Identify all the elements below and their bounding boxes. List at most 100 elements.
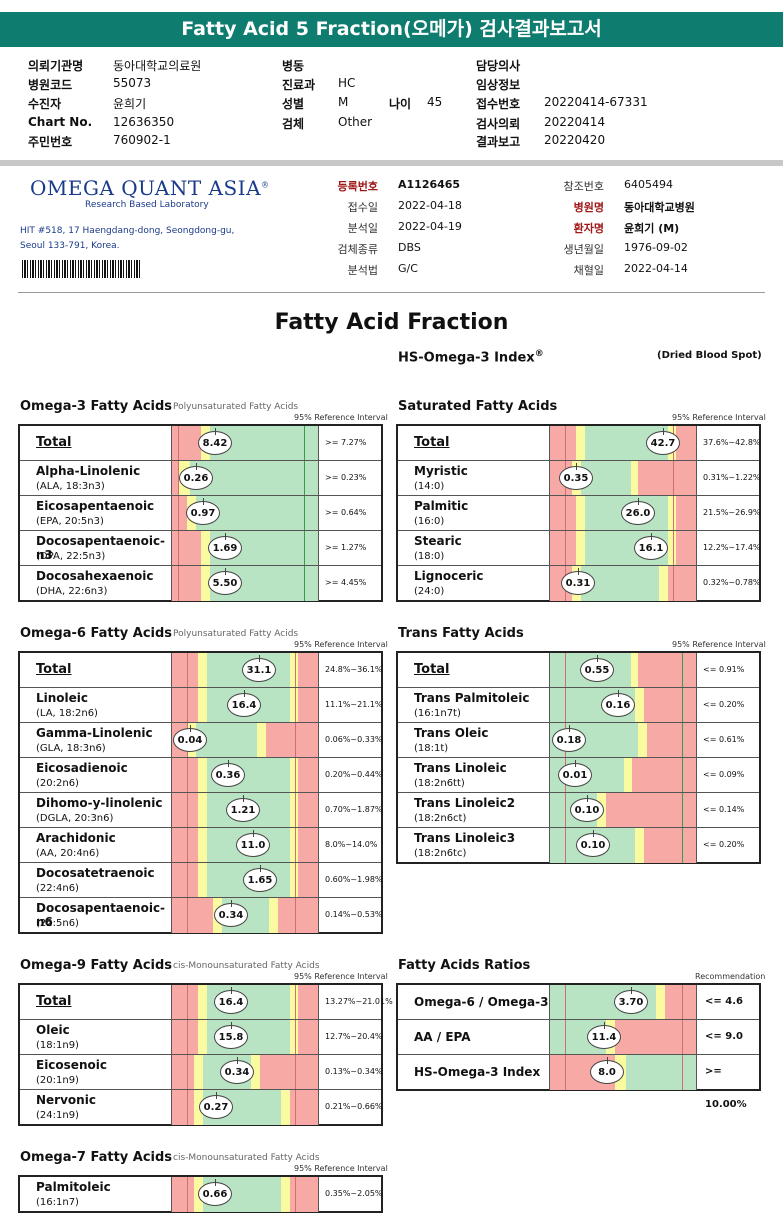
patient-label: Chart No. <box>28 115 93 129</box>
analyte-name-cell: Total <box>20 985 172 1019</box>
table-row: Trans Linoleic3 (18:2n6tc) 0.10 <= 0.20% <box>398 828 759 863</box>
barcode <box>22 260 142 278</box>
bar-zone-r <box>676 496 696 530</box>
patient-value: M <box>338 95 349 109</box>
info-value: 2022-04-14 <box>624 262 688 275</box>
analyte-name: Total <box>414 435 450 450</box>
reference-range: 0.70%~1.87% <box>325 805 383 814</box>
result-marker: 0.01 <box>558 760 592 787</box>
patient-value: 동아대학교의료원 <box>113 59 202 73</box>
table-o6: Total 31.1 24.8%~36.1% Linoleic (LA, 18:2n6)… <box>18 651 383 934</box>
table-row: Eicosapentaenoic (EPA, 20:5n3) 0.97 >= 0.64… <box>20 496 381 531</box>
result-marker: 0.18 <box>552 725 586 752</box>
patient-label: 접수번호 <box>476 97 521 111</box>
analyte-name-cell: Total <box>398 653 550 687</box>
reference-range: >= 10.00% <box>705 1066 747 1110</box>
result-marker: 5.50 <box>208 568 242 595</box>
bar-limit-line <box>673 461 674 495</box>
section-title-o3: Omega-3 Fatty Acids <box>20 399 173 414</box>
result-bar: 16.1 <box>550 531 697 565</box>
bar-zone-y <box>635 688 644 722</box>
info-label: 환자명 <box>573 222 604 235</box>
bar-zone-y <box>290 688 299 722</box>
result-bar: 31.1 <box>172 653 319 687</box>
bar-limit-line <box>295 1055 296 1089</box>
bar-zone-y <box>659 566 668 601</box>
bar-limit-line <box>187 1090 188 1125</box>
bar-zone-r <box>172 1090 195 1125</box>
bar-limit-line <box>187 985 188 1019</box>
analyte-code: (EPA, 20:5n3) <box>36 516 104 527</box>
table-o9: Total 16.4 13.27%~21.01% Oleic (18:1n9) 15.8 1… <box>18 983 393 1126</box>
analyte-code: (18:0) <box>414 551 445 562</box>
table-trans: Total 0.55 <= 0.91% Trans Palmitoleic (16:1n… <box>396 651 761 864</box>
result-marker: 0.26 <box>179 463 213 490</box>
bar-limit-line <box>565 985 566 1019</box>
result-bar: 0.04 <box>172 723 319 757</box>
bar-limit-line <box>295 758 296 792</box>
result-marker: 0.97 <box>186 498 220 525</box>
result-marker: 0.34 <box>220 1057 254 1084</box>
bar-zone-r <box>172 828 199 862</box>
lab-logo-registered: ® <box>261 180 270 190</box>
analyte-code: (18:2n6tt) <box>414 778 465 789</box>
bar-limit-line <box>187 1020 188 1054</box>
bar-zone-r <box>298 985 318 1019</box>
info-value: DBS <box>398 241 421 254</box>
analyte-name-cell: Stearic (18:0) <box>398 531 550 565</box>
bar-limit-line <box>304 461 305 495</box>
bar-zone-y <box>668 496 677 530</box>
result-bar: 8.0 <box>550 1055 697 1090</box>
bar-limit-line <box>682 688 683 722</box>
reference-range: 0.06%~0.33% <box>325 735 383 744</box>
analyte-name: Alpha-Linolenic <box>36 464 141 478</box>
section-title-trans: Trans Fatty Acids <box>398 626 524 641</box>
table-row: Total 31.1 24.8%~36.1% <box>20 653 383 688</box>
bar-limit-line <box>295 688 296 722</box>
analyte-name: Docosatetraenoic <box>36 866 155 880</box>
bar-zone-y <box>201 566 210 601</box>
table-row: Docosahexaenoic (DHA, 22:6n3) 5.50 >= 4.45% <box>20 566 381 601</box>
bar-zone-y <box>198 828 207 862</box>
bar-zone-y <box>290 653 299 687</box>
table-row: Dihomo-y-linolenic (DGLA, 20:3n6) 1.21 0.70… <box>20 793 383 828</box>
patient-value: Other <box>338 115 373 129</box>
bar-zone-r <box>172 1177 195 1212</box>
result-bar: 0.31 <box>550 566 697 601</box>
patient-value: 12636350 <box>113 115 175 129</box>
bar-limit-line <box>295 1090 296 1125</box>
analyte-name: Docosahexaenoic <box>36 569 154 583</box>
analyte-name: Trans Oleic <box>414 726 489 740</box>
reference-interval-label-sat: 95% Reference Interval <box>672 413 766 422</box>
reference-interval-label-trans: 95% Reference Interval <box>672 640 766 649</box>
analyte-name: HS-Omega-3 Index <box>414 1065 541 1079</box>
analyte-name-cell: Docosapentaenoic-n3 (DPA, 22:5n3) <box>20 531 172 565</box>
bar-zone-r <box>172 531 202 565</box>
bar-zone-r <box>172 688 199 722</box>
bar-zone-r <box>298 863 318 897</box>
analyte-code: (22:4n6) <box>36 883 79 894</box>
bar-zone-y <box>281 1090 290 1125</box>
bar-zone-y <box>194 1090 203 1125</box>
analyte-code: (ALA, 18:3n3) <box>36 481 105 492</box>
bar-limit-line <box>295 793 296 827</box>
result-bar: 0.97 <box>172 496 319 530</box>
table-row: Stearic (18:0) 16.1 12.2%~17.4% <box>398 531 761 566</box>
reference-range: <= 0.20% <box>703 700 745 709</box>
bar-limit-line <box>178 496 179 530</box>
bar-zone-r <box>172 566 202 601</box>
table-row: Trans Linoleic (18:2n6tt) 0.01 <= 0.09% <box>398 758 759 793</box>
patient-value: 윤희기 <box>113 97 147 111</box>
result-bar: 0.26 <box>172 461 319 495</box>
analyte-code: (GLA, 18:3n6) <box>36 743 106 754</box>
bar-zone-r <box>676 426 696 460</box>
analyte-name-cell: Oleic (18:1n9) <box>20 1020 172 1054</box>
bar-limit-line <box>295 898 296 933</box>
patient-label: 의뢰기관명 <box>28 59 84 73</box>
bar-zone-r <box>172 496 187 530</box>
bar-limit-line <box>565 531 566 565</box>
analyte-code: (DPA, 22:5n3) <box>36 551 106 562</box>
bar-zone-r <box>638 461 696 495</box>
result-bar: 1.65 <box>172 863 319 897</box>
bar-zone-y <box>257 723 266 757</box>
